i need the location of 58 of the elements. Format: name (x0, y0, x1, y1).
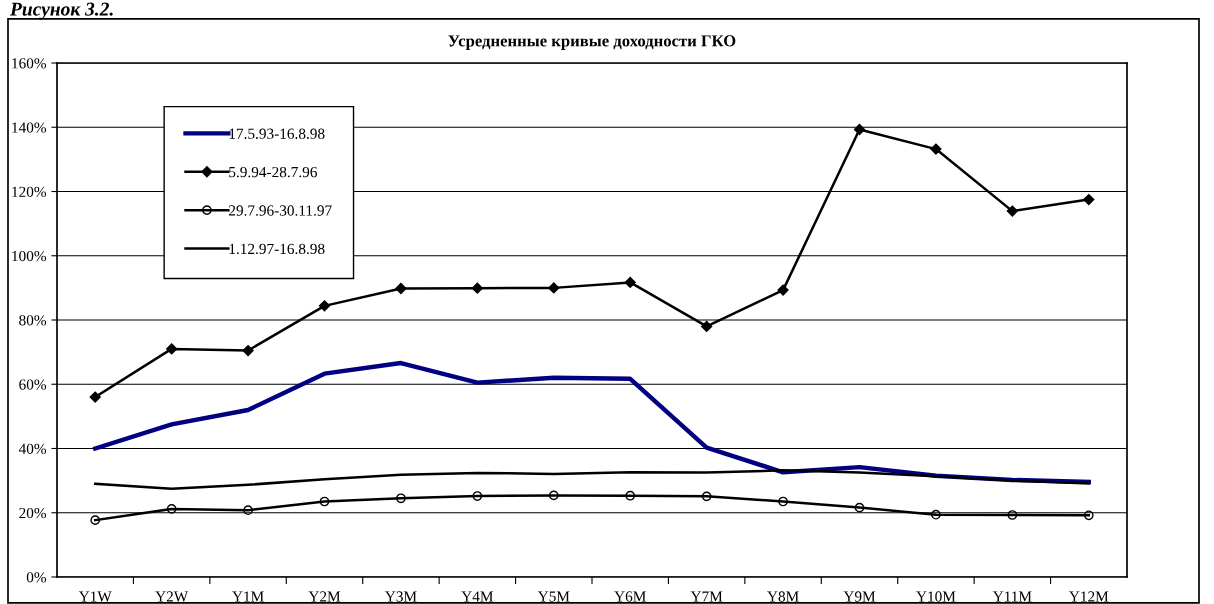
x-tick-label: Y9M (843, 591, 876, 602)
point (701, 320, 713, 333)
point (548, 282, 560, 294)
y-tick-label: 60% (19, 379, 47, 390)
x-tick-label: Y3M (384, 591, 417, 602)
x-tick-label: Y1W (78, 591, 112, 602)
point (625, 490, 636, 501)
point (1083, 510, 1094, 521)
y-tick-label: 40% (18, 443, 47, 454)
point (472, 491, 483, 501)
x-tick-label: Y6M (614, 591, 646, 602)
chart-title: Усредненные кривые доходности ГКО (448, 35, 736, 50)
x-tick-label: Y8M (767, 591, 799, 602)
point (931, 509, 941, 520)
point (1007, 510, 1018, 520)
point (243, 505, 253, 516)
point (854, 502, 865, 513)
legend-label: 17.5.93-16.8.98 (229, 128, 325, 139)
point (778, 496, 788, 507)
point (396, 493, 406, 504)
legend-label: 29.7.96-30.11.97 (228, 205, 332, 216)
point (1006, 205, 1018, 217)
x-tick-label: Y4M (461, 591, 494, 602)
point (548, 490, 559, 501)
y-tick-label: 20% (19, 507, 47, 519)
legend-label: 1.12.97-16.8.98 (229, 243, 325, 255)
point (319, 496, 330, 507)
point (166, 504, 177, 514)
x-tick-label: Y12M (1069, 591, 1109, 602)
x-tick-label: Y5M (537, 591, 570, 602)
point (930, 143, 942, 155)
point (1083, 193, 1095, 206)
point (395, 282, 407, 295)
point (318, 300, 331, 312)
point (89, 391, 101, 403)
x-tick-label: Y2M (308, 591, 341, 602)
line-series (93, 469, 1091, 490)
x-tick-label: Y1M (232, 591, 264, 602)
point (701, 491, 712, 502)
y-tick-label: 0% (26, 572, 47, 583)
y-tick-label: 100% (12, 250, 47, 262)
y-tick-label: 120% (12, 186, 47, 197)
point (853, 123, 866, 136)
x-tick-label: Y7M (690, 591, 723, 602)
point (242, 344, 254, 357)
x-tick-label: Y2W (155, 591, 189, 602)
y-tick-label: 80% (19, 315, 47, 326)
y-tick-label: 160% (12, 58, 47, 69)
point (624, 276, 636, 289)
point (166, 343, 178, 355)
text: Рисунок 3.2. (9, 2, 113, 20)
point (90, 515, 101, 526)
point (471, 282, 483, 294)
point (777, 284, 789, 296)
x-tick-label: Y10M (916, 591, 956, 602)
y-tick-label: 140% (12, 122, 47, 133)
x-tick-label: Y11M (992, 591, 1032, 602)
legend-label: 5.9.94-28.7.96 (229, 166, 317, 178)
